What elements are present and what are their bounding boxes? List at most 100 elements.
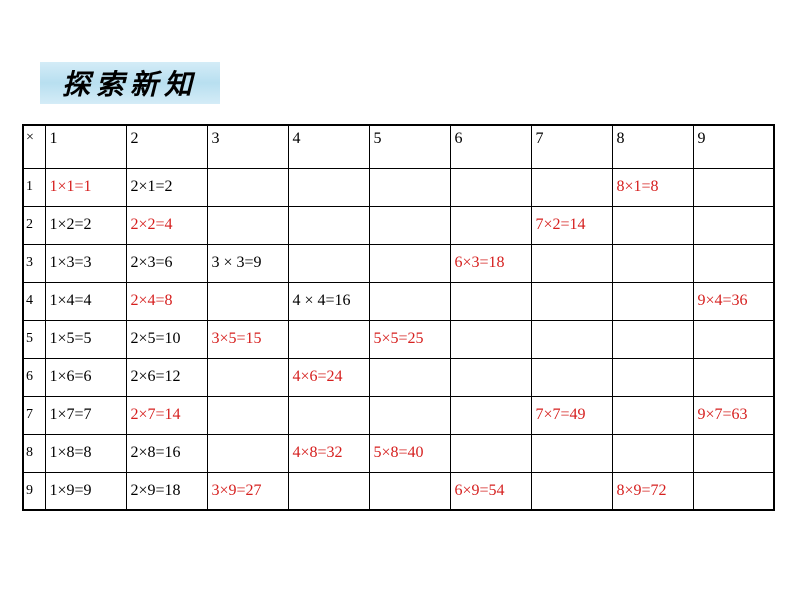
- row-header: 4: [23, 282, 45, 320]
- row-header: 9: [23, 472, 45, 510]
- table-cell: 3 × 3=9: [207, 244, 288, 282]
- table-cell: [207, 282, 288, 320]
- table-cell: [693, 168, 774, 206]
- row-header: 7: [23, 396, 45, 434]
- table-row: 41×4=42×4=8 4 × 4=16 9×4=36: [23, 282, 774, 320]
- table-cell: 8×1=8: [612, 168, 693, 206]
- table-cell: 7×2=14: [531, 206, 612, 244]
- table-cell: [531, 282, 612, 320]
- table-cell: 8×9=72: [612, 472, 693, 510]
- table-row: 91×9=92×9=183×9=27 6×9=54 8×9=72: [23, 472, 774, 510]
- table-cell: [450, 282, 531, 320]
- multiplication-table: ×12345678911×1=12×1=28×1=821×2=22×2=47×2…: [22, 124, 775, 511]
- table-cell: [531, 472, 612, 510]
- table-cell: 3×9=27: [207, 472, 288, 510]
- table-cell: 6×3=18: [450, 244, 531, 282]
- table-cell: 3×5=15: [207, 320, 288, 358]
- table-cell: 5×5=25: [369, 320, 450, 358]
- table-cell: 4×6=24: [288, 358, 369, 396]
- table-cell: [369, 396, 450, 434]
- table-cell: [612, 396, 693, 434]
- table-cell: [369, 358, 450, 396]
- table-cell: 1×2=2: [45, 206, 126, 244]
- table-cell: [288, 206, 369, 244]
- column-header: 3: [207, 125, 288, 168]
- table-body: ×12345678911×1=12×1=28×1=821×2=22×2=47×2…: [23, 125, 774, 510]
- table-cell: [693, 358, 774, 396]
- table-cell: [450, 168, 531, 206]
- table-row: 31×3=32×3=63 × 3=9 6×3=18: [23, 244, 774, 282]
- table-cell: [693, 244, 774, 282]
- page-title: 探索新知: [62, 63, 198, 103]
- table-cell: [693, 206, 774, 244]
- table-cell: [369, 168, 450, 206]
- column-header: 8: [612, 125, 693, 168]
- table-cell: 2×1=2: [126, 168, 207, 206]
- table-cell: [531, 244, 612, 282]
- row-header: 2: [23, 206, 45, 244]
- table-cell: 2×5=10: [126, 320, 207, 358]
- table-cell: [450, 434, 531, 472]
- table-row: 61×6=62×6=124×6=24: [23, 358, 774, 396]
- table-cell: [450, 320, 531, 358]
- table-cell: [207, 206, 288, 244]
- table-cell: [288, 168, 369, 206]
- column-header: 9: [693, 125, 774, 168]
- table-cell: 2×3=6: [126, 244, 207, 282]
- table-cell: [450, 396, 531, 434]
- table-cell: [369, 472, 450, 510]
- table-cell: 1×9=9: [45, 472, 126, 510]
- table-cell: [369, 244, 450, 282]
- column-header: 2: [126, 125, 207, 168]
- table-cell: [288, 320, 369, 358]
- row-header: 5: [23, 320, 45, 358]
- table-cell: 1×7=7: [45, 396, 126, 434]
- table-cell: 7×7=49: [531, 396, 612, 434]
- table-row: 51×5=52×5=103×5=15 5×5=25: [23, 320, 774, 358]
- table-cell: [288, 396, 369, 434]
- column-header: 5: [369, 125, 450, 168]
- table-cell: [288, 244, 369, 282]
- table-cell: [207, 434, 288, 472]
- column-header: 4: [288, 125, 369, 168]
- row-header: 3: [23, 244, 45, 282]
- table-cell: 2×9=18: [126, 472, 207, 510]
- column-header: ×: [23, 125, 45, 168]
- column-header: 1: [45, 125, 126, 168]
- table-cell: [693, 320, 774, 358]
- table-cell: [288, 472, 369, 510]
- row-header: 8: [23, 434, 45, 472]
- table-cell: 2×4=8: [126, 282, 207, 320]
- table-cell: [531, 168, 612, 206]
- table-cell: 2×8=16: [126, 434, 207, 472]
- table-cell: [693, 434, 774, 472]
- table-cell: 2×7=14: [126, 396, 207, 434]
- table-cell: [207, 358, 288, 396]
- table-cell: [531, 358, 612, 396]
- table-row: 11×1=12×1=28×1=8: [23, 168, 774, 206]
- table-cell: [207, 168, 288, 206]
- table-cell: 9×4=36: [693, 282, 774, 320]
- table-cell: [612, 320, 693, 358]
- table-row: 81×8=82×8=164×8=325×8=40: [23, 434, 774, 472]
- title-banner: 探索新知: [40, 62, 220, 104]
- table-cell: 4 × 4=16: [288, 282, 369, 320]
- table-cell: 2×2=4: [126, 206, 207, 244]
- table-cell: [612, 282, 693, 320]
- table-cell: 1×6=6: [45, 358, 126, 396]
- table-cell: 6×9=54: [450, 472, 531, 510]
- table-header-row: ×123456789: [23, 125, 774, 168]
- table-cell: [207, 396, 288, 434]
- table-cell: [612, 206, 693, 244]
- table-cell: [531, 320, 612, 358]
- table-cell: [369, 206, 450, 244]
- table-row: 21×2=22×2=4 7×2=14: [23, 206, 774, 244]
- table-cell: 1×4=4: [45, 282, 126, 320]
- table-cell: [531, 434, 612, 472]
- table-cell: [369, 282, 450, 320]
- table-cell: [612, 358, 693, 396]
- table-cell: 1×5=5: [45, 320, 126, 358]
- table-cell: 1×3=3: [45, 244, 126, 282]
- table-cell: [693, 472, 774, 510]
- table-cell: 1×1=1: [45, 168, 126, 206]
